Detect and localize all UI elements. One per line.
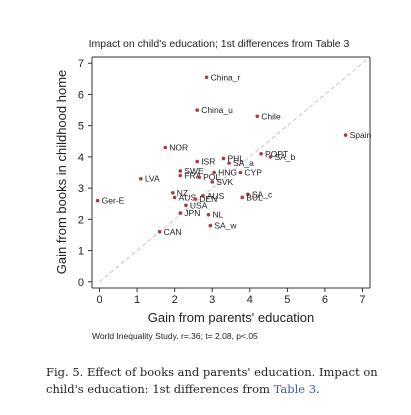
point-label: Spain bbox=[350, 130, 372, 140]
y-tick-label: 4 bbox=[78, 152, 84, 164]
data-point bbox=[195, 108, 199, 112]
x-axis-label: Gain from parents' education bbox=[148, 310, 315, 325]
point-label: NL bbox=[212, 210, 223, 220]
data-point bbox=[184, 203, 188, 208]
point-label: China_u bbox=[201, 105, 233, 115]
plot-area bbox=[91, 56, 371, 289]
data-point bbox=[163, 145, 168, 150]
point-label: AUS bbox=[179, 192, 197, 202]
point-label: Chile bbox=[261, 111, 281, 121]
point-label: JPN bbox=[184, 208, 200, 218]
y-tick-label: 5 bbox=[78, 121, 84, 133]
figure-caption: Fig. 5. Effect of books and parents' edu… bbox=[46, 364, 391, 398]
y-tick-label: 1 bbox=[78, 246, 84, 258]
data-point bbox=[206, 212, 211, 217]
data-point bbox=[238, 170, 243, 175]
data-point bbox=[197, 175, 201, 179]
x-axis-ticks: 0 1 2 3 4 5 6 7 bbox=[96, 288, 366, 306]
data-point bbox=[170, 190, 175, 195]
data-point bbox=[208, 223, 213, 228]
data-point bbox=[221, 156, 226, 161]
x-tick-label: 1 bbox=[134, 294, 140, 306]
point-label: AUS bbox=[207, 191, 225, 201]
point-label: SWE bbox=[184, 166, 204, 176]
data-point bbox=[193, 197, 198, 201]
data-point bbox=[178, 169, 183, 173]
y-tick-label: 3 bbox=[78, 183, 84, 195]
point-label: CYP bbox=[244, 168, 262, 178]
reference-diagonal-line bbox=[99, 59, 367, 283]
point-label: POPT bbox=[265, 149, 288, 159]
x-tick-label: 7 bbox=[359, 294, 365, 306]
data-point bbox=[227, 161, 231, 165]
data-point bbox=[246, 192, 250, 197]
point-label: BUL bbox=[246, 192, 263, 202]
scatter-chart: Impact on child's education; 1st differe… bbox=[54, 38, 372, 341]
data-point bbox=[259, 151, 263, 156]
chart-title: Impact on child's education; 1st differe… bbox=[89, 38, 350, 50]
x-tick-label: 3 bbox=[209, 294, 215, 306]
y-tick-label: 2 bbox=[78, 214, 84, 226]
y-tick-label: 0 bbox=[78, 277, 84, 289]
point-label: USA bbox=[190, 200, 208, 210]
point-label: HNG bbox=[218, 168, 237, 178]
chart-footnote: World Inequality Study. r=.36; t= 2.08, … bbox=[92, 331, 258, 341]
data-point bbox=[157, 230, 162, 234]
point-label: FRA bbox=[184, 171, 201, 181]
data-point bbox=[210, 180, 215, 184]
point-label: POL bbox=[203, 172, 220, 182]
point-label: Ger-E bbox=[102, 196, 125, 206]
x-tick-label: 5 bbox=[284, 294, 290, 306]
data-point bbox=[240, 195, 245, 200]
data-point bbox=[212, 170, 216, 175]
point-label: SA_c bbox=[252, 189, 273, 199]
point-label: CAN bbox=[164, 227, 182, 237]
data-point bbox=[139, 176, 143, 181]
point-label: LVA bbox=[145, 174, 160, 184]
point-label: DEN bbox=[199, 194, 217, 204]
figure-label: Fig. 5. bbox=[46, 365, 84, 379]
x-tick-label: 6 bbox=[322, 294, 328, 306]
data-point bbox=[255, 114, 260, 119]
point-label: PHL bbox=[227, 153, 244, 163]
y-axis-ticks: 0 1 2 3 4 5 6 7 bbox=[78, 58, 92, 289]
point-label: SA_a bbox=[233, 158, 254, 168]
point-label: SA_w bbox=[214, 221, 237, 231]
data-point bbox=[204, 75, 209, 80]
data-point bbox=[178, 211, 183, 215]
data-point bbox=[178, 173, 183, 178]
point-label: SA_b bbox=[274, 152, 295, 162]
data-point bbox=[172, 195, 177, 200]
x-tick-label: 0 bbox=[96, 294, 102, 306]
point-label: NZ bbox=[177, 188, 188, 198]
table-reference-link[interactable]: Table 3 bbox=[273, 382, 317, 396]
x-tick-label: 4 bbox=[247, 294, 253, 306]
point-label: ISR bbox=[201, 157, 215, 167]
caption-end: . bbox=[316, 382, 320, 396]
data-point bbox=[95, 198, 100, 203]
point-label: SVK bbox=[216, 177, 233, 187]
y-tick-label: 7 bbox=[78, 58, 84, 70]
data-point bbox=[343, 133, 348, 137]
x-tick-label: 2 bbox=[172, 294, 178, 306]
caption-text: Effect of books and parents' education. … bbox=[46, 365, 378, 396]
data-point bbox=[268, 155, 273, 159]
data-point bbox=[201, 194, 205, 198]
y-tick-label: 6 bbox=[78, 89, 84, 101]
y-axis-label: Gain from books in childhood home bbox=[54, 70, 69, 275]
point-label: NOR bbox=[169, 143, 188, 153]
point-label: China_r bbox=[211, 72, 241, 82]
data-point bbox=[195, 159, 199, 164]
